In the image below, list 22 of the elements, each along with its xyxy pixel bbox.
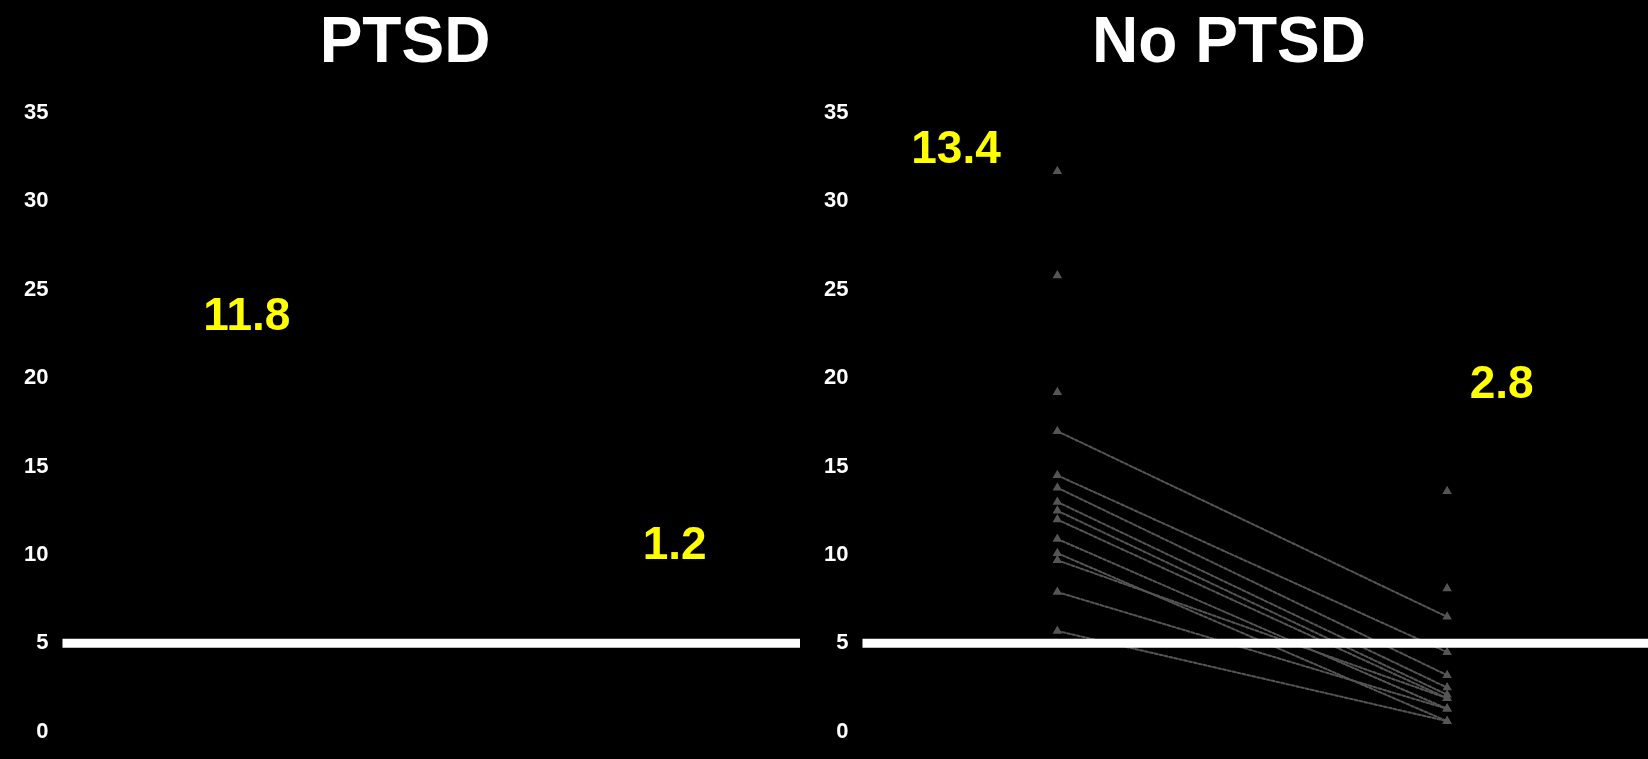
y-tick-label: 30 <box>823 187 849 213</box>
y-tick-label: 25 <box>823 275 849 301</box>
y-tick-label: 15 <box>823 452 849 478</box>
y-tick-label: 20 <box>823 364 849 390</box>
annotation: 1.2 <box>642 516 707 569</box>
annotation: 2.8 <box>1469 355 1534 408</box>
chart-title: No PTSD <box>1092 4 1366 77</box>
y-tick-label: 35 <box>23 98 49 124</box>
y-tick-label: 20 <box>23 364 49 390</box>
y-tick-label: 25 <box>23 275 49 301</box>
y-tick-label: 10 <box>23 541 49 567</box>
y-tick-label: 5 <box>36 629 49 655</box>
annotation: 11.8 <box>203 287 291 340</box>
annotation: 13.4 <box>911 120 1002 173</box>
y-tick-label: 35 <box>823 98 849 124</box>
chart-title: PTSD <box>319 4 491 77</box>
y-tick-label: 15 <box>23 452 49 478</box>
y-tick-label: 5 <box>836 629 849 655</box>
y-tick-label: 10 <box>823 541 849 567</box>
y-tick-label: 30 <box>23 187 49 213</box>
y-tick-label: 0 <box>836 717 849 743</box>
y-tick-label: 0 <box>36 717 49 743</box>
